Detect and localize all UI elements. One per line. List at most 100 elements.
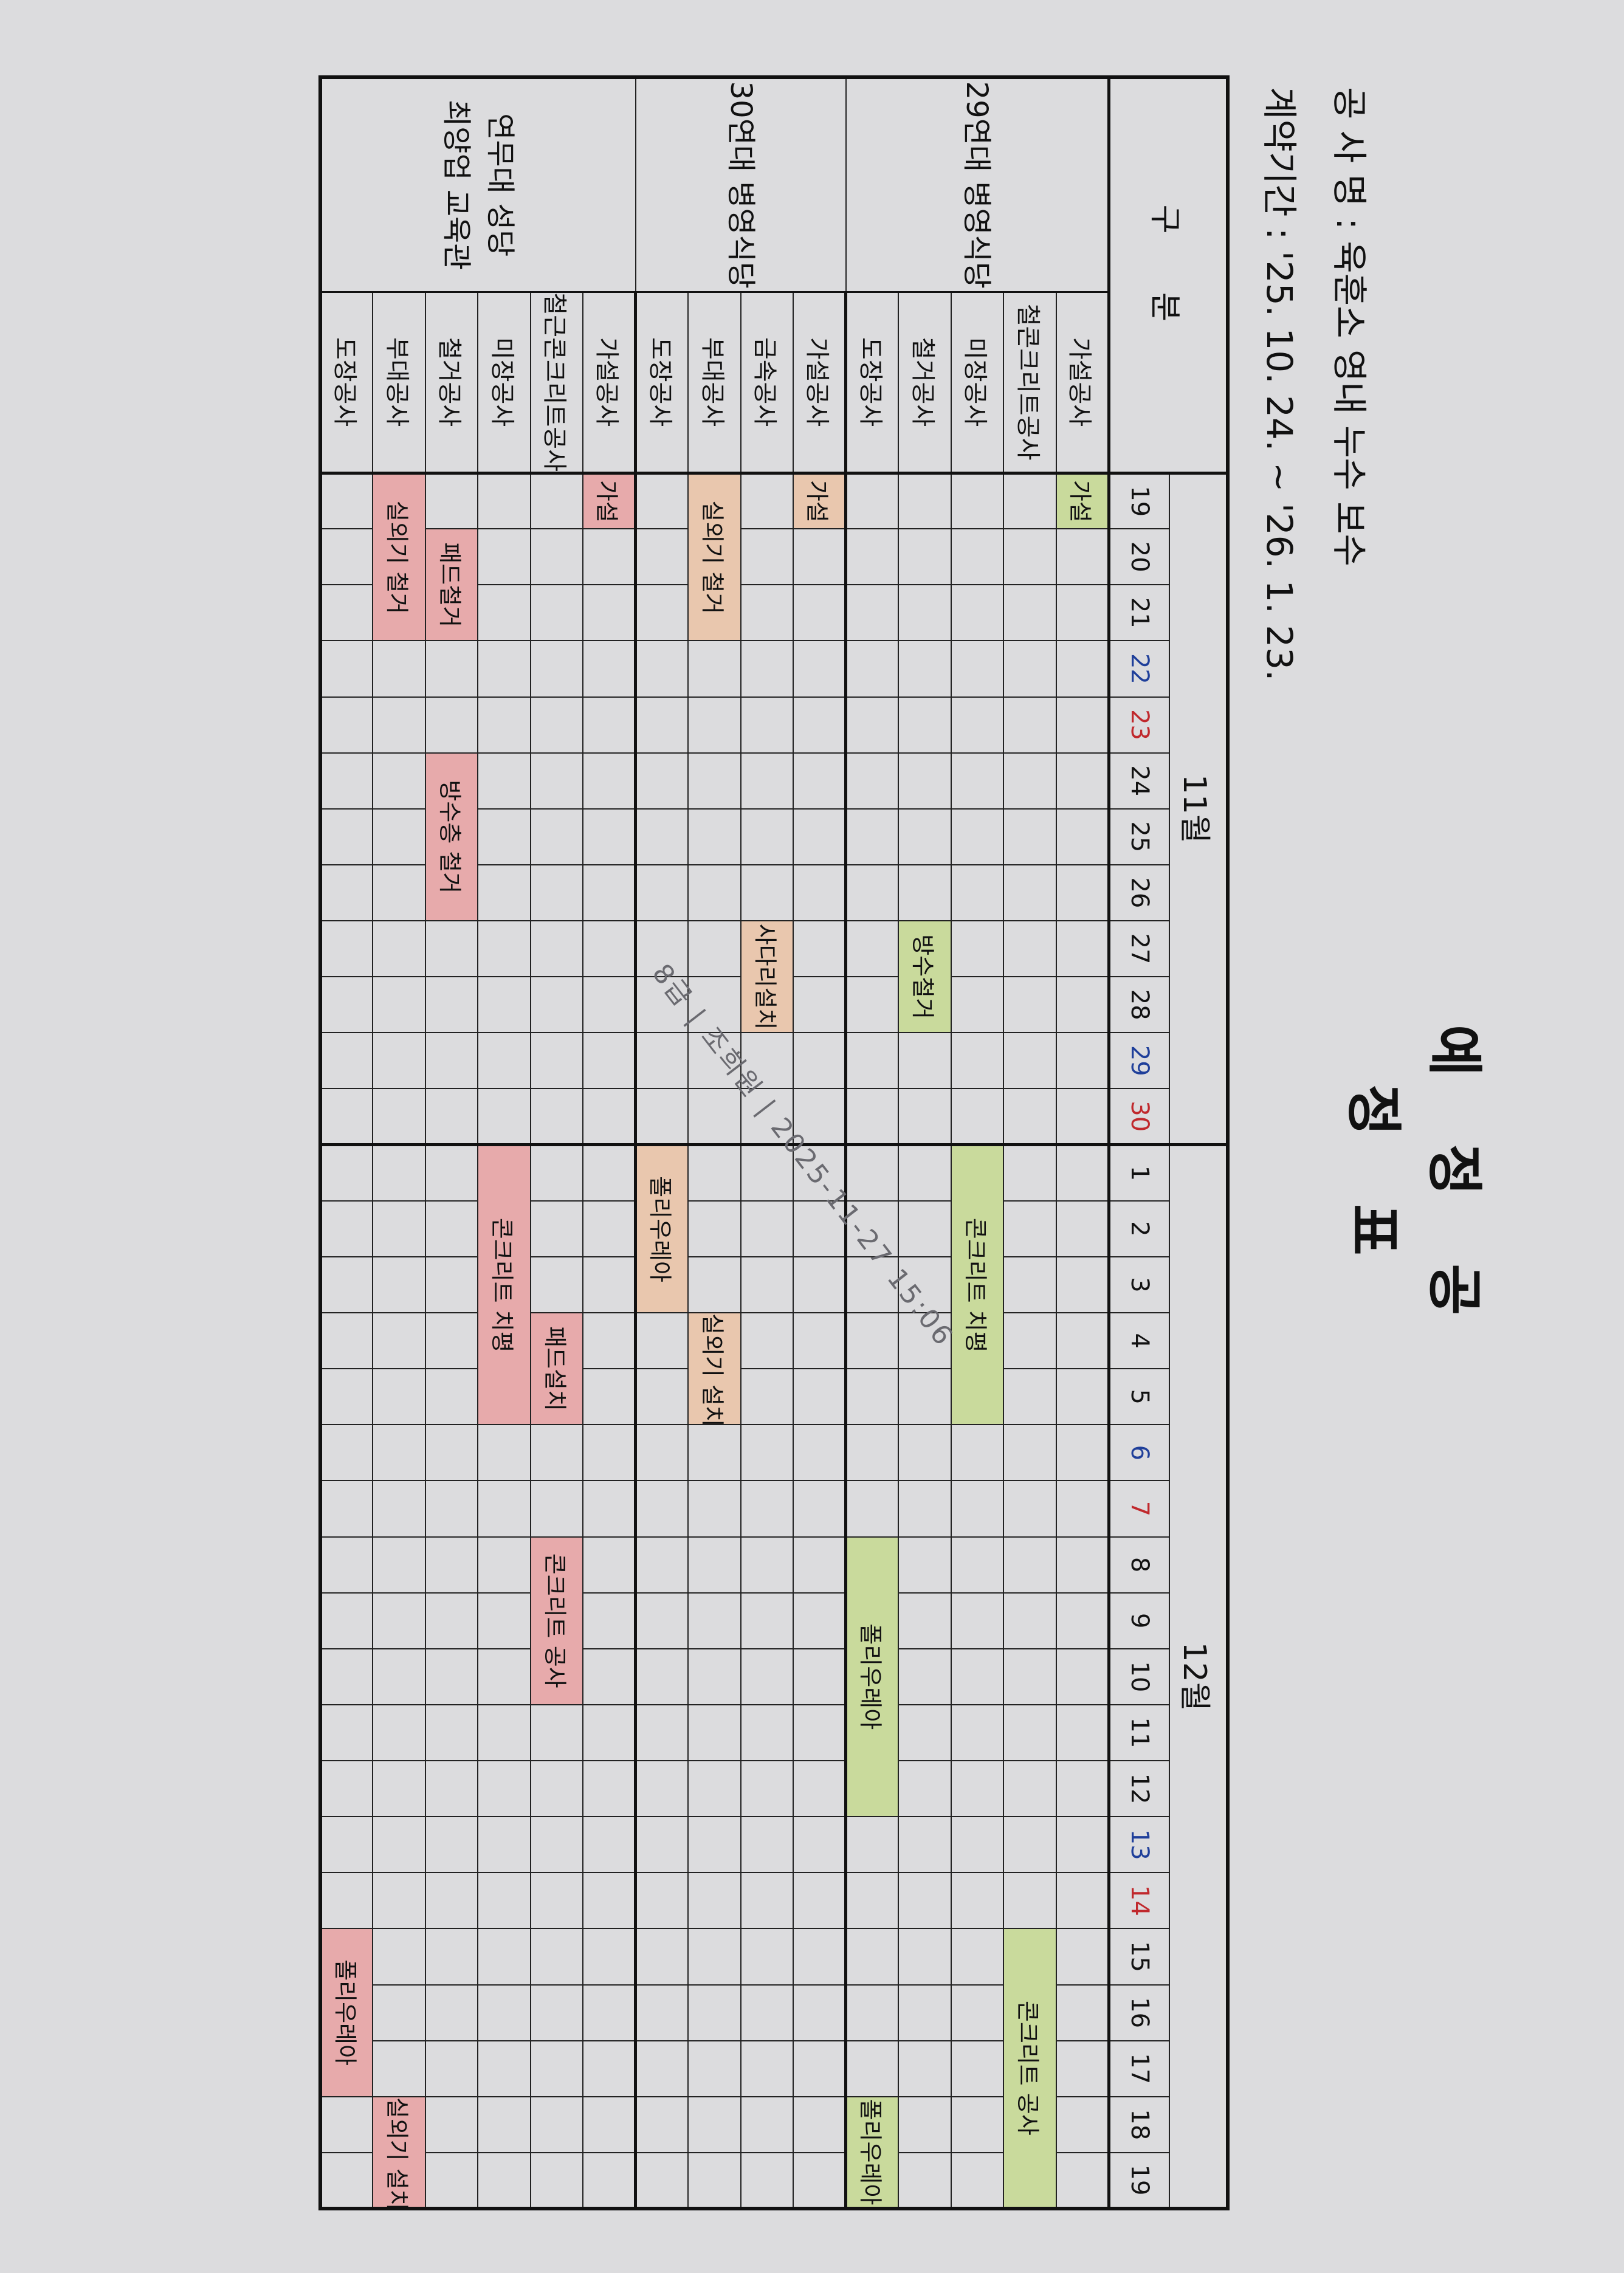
schedule-cell: [425, 2040, 478, 2097]
schedule-cell: [373, 1256, 425, 1313]
schedule-cell: [1056, 1704, 1109, 1761]
schedule-cell: [793, 529, 846, 585]
schedule-cell: [373, 864, 425, 921]
schedule-cell: [478, 1425, 531, 1481]
project-name: 공 사 명 : 육훈소 영내 누수 보수: [1329, 87, 1370, 566]
schedule-cell: [425, 1536, 478, 1593]
schedule-cell: [898, 752, 951, 809]
schedule-cell: [846, 1984, 899, 2041]
schedule-bar: 폴리우레아: [636, 1144, 689, 1313]
contract-period: 계약기간 : '25. 10. 24. ~ '26. 1. 23.: [1259, 87, 1300, 681]
day-header: 18: [1109, 2096, 1169, 2153]
schedule-cell: [688, 1088, 741, 1145]
schedule-cell: [531, 808, 583, 865]
schedule-cell: [583, 1480, 636, 1537]
schedule-row: 도장공사 폴리우레아 폴리우레아: [846, 77, 899, 2209]
task-label: 철근콘크리트공사: [531, 292, 583, 473]
schedule-cell: [531, 1928, 583, 1985]
schedule-cell: [951, 1033, 1004, 1089]
schedule-cell: [373, 1088, 425, 1145]
day-header: 11: [1109, 1704, 1169, 1761]
schedule-cell: [1003, 1144, 1056, 1201]
schedule-cell: [951, 1480, 1004, 1537]
schedule-cell: [373, 1480, 425, 1537]
schedule-cell: [1056, 2040, 1109, 2097]
schedule-cell: [1003, 529, 1056, 585]
schedule-cell: [636, 808, 689, 865]
schedule-cell: [793, 1369, 846, 1425]
schedule-cell: [373, 2040, 425, 2097]
schedule-cell: [741, 1480, 794, 1537]
schedule-cell: [688, 2096, 741, 2153]
schedule-cell: [373, 1928, 425, 1985]
schedule-cell: [636, 1928, 689, 1985]
day-header: 16: [1109, 1984, 1169, 2041]
schedule-cell: [1003, 808, 1056, 865]
schedule-cell: [898, 1761, 951, 1817]
schedule-cell: [846, 808, 899, 865]
group-label-line: 29연대 병영식당: [960, 81, 994, 289]
schedule-cell: [846, 529, 899, 585]
schedule-cell: [688, 1928, 741, 1985]
schedule-cell: [583, 641, 636, 697]
schedule-cell: [636, 1817, 689, 1873]
schedule-cell: [741, 1313, 794, 1369]
schedule-cell: [846, 696, 899, 753]
schedule-cell: [688, 808, 741, 865]
schedule-cell: [425, 1592, 478, 1649]
schedule-cell: [898, 1984, 951, 2041]
schedule-cell: [425, 1984, 478, 2041]
schedule-cell: [320, 1088, 373, 1145]
schedule-cell: [583, 2040, 636, 2097]
schedule-cell: [583, 1704, 636, 1761]
schedule-cell: [531, 921, 583, 977]
schedule-cell: [741, 864, 794, 921]
schedule-cell: [741, 1536, 794, 1593]
schedule-row: 도장공사 폴리우레아: [320, 77, 373, 2209]
schedule-cell: [320, 1200, 373, 1257]
month-header: 11월: [1169, 473, 1228, 1145]
schedule-cell: [478, 473, 531, 529]
schedule-cell: [478, 585, 531, 641]
schedule-cell: [425, 1761, 478, 1817]
schedule-cell: [1003, 921, 1056, 977]
schedule-cell: [898, 1088, 951, 1145]
schedule-cell: [373, 808, 425, 865]
schedule-cell: [320, 1592, 373, 1649]
schedule-cell: [1056, 921, 1109, 977]
schedule-cell: [320, 1761, 373, 1817]
schedule-cell: [898, 864, 951, 921]
schedule-cell: [741, 1928, 794, 1985]
schedule-cell: [688, 921, 741, 977]
schedule-cell: [636, 1313, 689, 1369]
schedule-cell: [1056, 1648, 1109, 1705]
schedule-cell: [320, 696, 373, 753]
schedule-cell: [846, 1480, 899, 1537]
group-label: 30연대 병영식당: [636, 77, 846, 292]
schedule-cell: [478, 1480, 531, 1537]
schedule-bar: 실외기 설치: [688, 1313, 741, 1425]
schedule-cell: [741, 1200, 794, 1257]
schedule-cell: [951, 1704, 1004, 1761]
schedule-cell: [741, 1369, 794, 1425]
schedule-cell: [636, 1984, 689, 2041]
schedule-cell: [583, 1592, 636, 1649]
schedule-cell: [425, 1088, 478, 1145]
schedule-cell: [373, 752, 425, 809]
schedule-cell: [373, 696, 425, 753]
schedule-cell: [478, 1033, 531, 1089]
schedule-cell: [320, 1480, 373, 1537]
schedule-row: 철근콘크리트공사 패드설치 콘크리트 공사: [531, 77, 583, 2209]
schedule-cell: [846, 1088, 899, 1145]
schedule-cell: [373, 1761, 425, 1817]
schedule-cell: [583, 2096, 636, 2153]
schedule-cell: [846, 1817, 899, 1873]
schedule-row: 미장공사 콘크리트 치평: [478, 77, 531, 2209]
schedule-cell: [636, 1088, 689, 1145]
schedule-cell: [636, 1369, 689, 1425]
schedule-cell: [425, 473, 478, 529]
day-header: 6: [1109, 1425, 1169, 1481]
schedule-cell: [320, 1872, 373, 1929]
schedule-cell: [531, 864, 583, 921]
schedule-cell: [793, 1313, 846, 1369]
